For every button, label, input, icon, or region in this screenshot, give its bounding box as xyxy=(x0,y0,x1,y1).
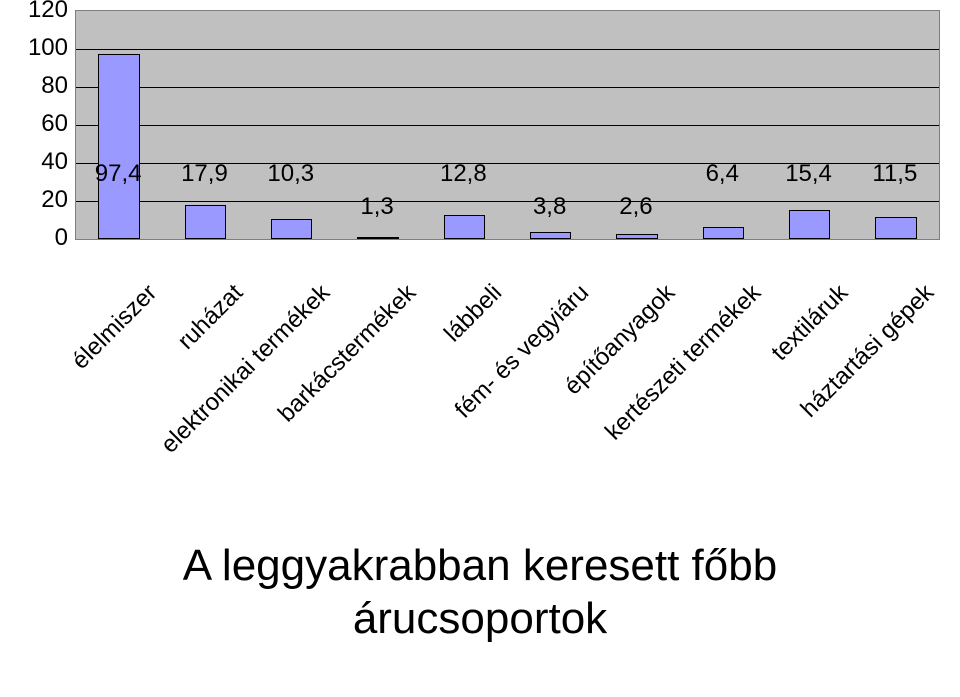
title-line-1: A leggyakrabban keresett főbb xyxy=(183,541,777,590)
ytick-label: 60 xyxy=(18,110,68,138)
bar xyxy=(271,219,312,239)
ytick-label: 0 xyxy=(18,224,68,252)
data-label: 15,4 xyxy=(785,160,832,188)
page: 0 20 40 60 80 100 120 97,4 17,9 10,3 1,3 12,8 3,8 2,6… xyxy=(0,0,960,697)
bar xyxy=(616,234,657,239)
bar xyxy=(185,205,226,239)
bar xyxy=(875,217,916,239)
bar xyxy=(789,210,830,239)
data-label: 12,8 xyxy=(440,160,487,188)
ytick-label: 40 xyxy=(18,148,68,176)
bar xyxy=(357,237,398,239)
bar xyxy=(444,215,485,239)
ytick-label: 100 xyxy=(18,34,68,62)
gridline xyxy=(76,49,939,50)
plot-area xyxy=(75,10,940,240)
ytick-label: 120 xyxy=(18,0,68,24)
data-label: 2,6 xyxy=(619,193,652,221)
data-label: 17,9 xyxy=(181,160,228,188)
ytick-label: 80 xyxy=(18,72,68,100)
gridline xyxy=(76,87,939,88)
data-label: 6,4 xyxy=(706,160,739,188)
data-label: 11,5 xyxy=(872,160,917,188)
data-label: 10,3 xyxy=(267,160,314,188)
chart-title: A leggyakrabban keresett főbb árucsoport… xyxy=(0,540,960,646)
data-label: 1,3 xyxy=(360,193,393,221)
category-labels: élelmiszerruházatelektronikai termékekba… xyxy=(75,250,940,510)
bar-chart: 02040608010012097,417,910,31,312,83,82,6… xyxy=(20,10,940,270)
bar xyxy=(703,227,744,239)
bar xyxy=(530,232,571,239)
gridline xyxy=(76,125,939,126)
ytick-label: 20 xyxy=(18,186,68,214)
data-label: 3,8 xyxy=(533,193,566,221)
title-line-2: árucsoportok xyxy=(353,594,607,643)
data-label: 97,4 xyxy=(95,160,142,188)
bar xyxy=(98,54,139,239)
gridline xyxy=(76,201,939,202)
